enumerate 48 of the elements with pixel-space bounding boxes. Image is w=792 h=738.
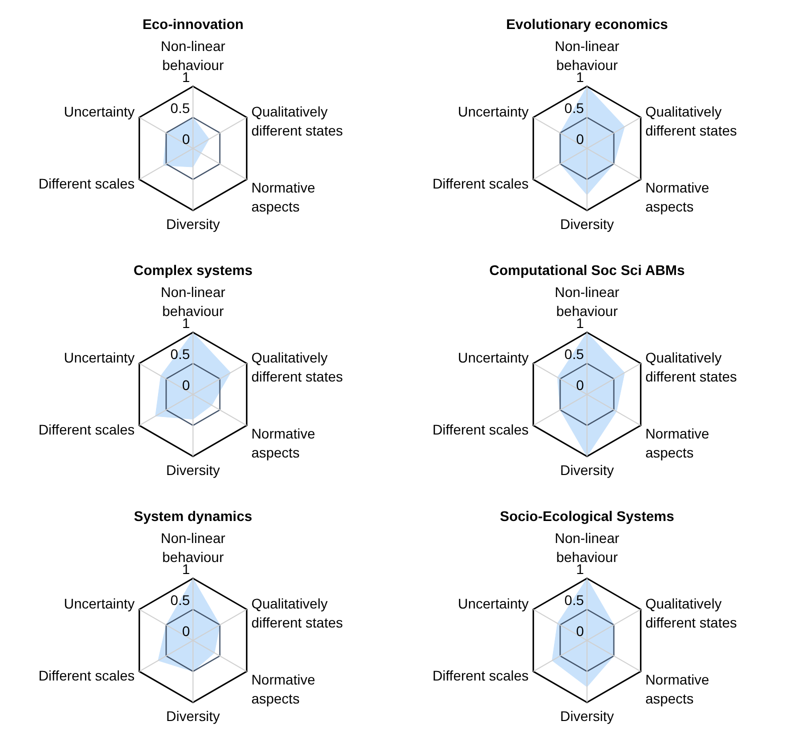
spoke-label: Different scales xyxy=(38,175,135,192)
y-tick-label: 0 xyxy=(576,131,584,148)
y-tick-label: 0 xyxy=(576,377,584,394)
spoke-label: Qualitatively different states xyxy=(645,349,737,384)
spoke-label: Different scales xyxy=(38,667,135,684)
spoke-label: Uncertainty xyxy=(458,103,529,120)
y-tick-label: 0 xyxy=(182,377,190,394)
chart-title: Socio-Ecological Systems xyxy=(500,508,674,524)
spoke-label: Qualitatively different states xyxy=(251,103,343,138)
spoke-label: Normative aspects xyxy=(251,180,316,215)
chart-title: Complex systems xyxy=(133,262,253,278)
spoke-label: Diversity xyxy=(166,462,220,478)
spoke-label: Qualitatively different states xyxy=(251,349,343,384)
spoke-label: Uncertainty xyxy=(458,349,529,366)
spoke-label: Uncertainty xyxy=(64,103,135,120)
spoke-label: Normative aspects xyxy=(251,672,316,707)
spoke-label: Diversity xyxy=(560,462,614,478)
spoke-label: Uncertainty xyxy=(64,595,135,612)
spoke-label: Normative aspects xyxy=(251,426,316,461)
chart-title: Computational Soc Sci ABMs xyxy=(489,262,685,278)
spoke-label: Qualitatively different states xyxy=(251,595,343,630)
spoke-label: Different scales xyxy=(432,175,529,192)
y-tick-label: 0.5 xyxy=(564,100,584,116)
chart-title: System dynamics xyxy=(134,508,252,524)
spoke-label: Diversity xyxy=(560,708,614,724)
spoke-label: Normative aspects xyxy=(645,180,710,215)
chart-title: Evolutionary economics xyxy=(506,16,668,32)
y-tick-label: 0 xyxy=(182,131,190,148)
spoke-label: Uncertainty xyxy=(458,595,529,612)
spoke-label: Diversity xyxy=(560,216,614,232)
y-tick-label: 0 xyxy=(182,623,190,640)
spoke-label: Qualitatively different states xyxy=(645,103,737,138)
spoke-label: Different scales xyxy=(38,421,135,438)
y-tick-label: 0.5 xyxy=(170,592,190,608)
spoke-label: Uncertainty xyxy=(64,349,135,366)
spoke-label: Diversity xyxy=(166,708,220,724)
y-tick-label: 0.5 xyxy=(564,346,584,362)
spoke-label: Normative aspects xyxy=(645,426,710,461)
y-tick-label: 0.5 xyxy=(170,100,190,116)
spoke-label: Normative aspects xyxy=(645,672,710,707)
chart-title: Eco-innovation xyxy=(142,16,244,32)
y-tick-label: 0 xyxy=(576,623,584,640)
spoke-label: Qualitatively different states xyxy=(645,595,737,630)
y-tick-label: 0.5 xyxy=(170,346,190,362)
spoke-label: Different scales xyxy=(432,667,529,684)
y-tick-label: 0.5 xyxy=(564,592,584,608)
spoke-label: Different scales xyxy=(432,421,529,438)
spoke-label: Diversity xyxy=(166,216,220,232)
